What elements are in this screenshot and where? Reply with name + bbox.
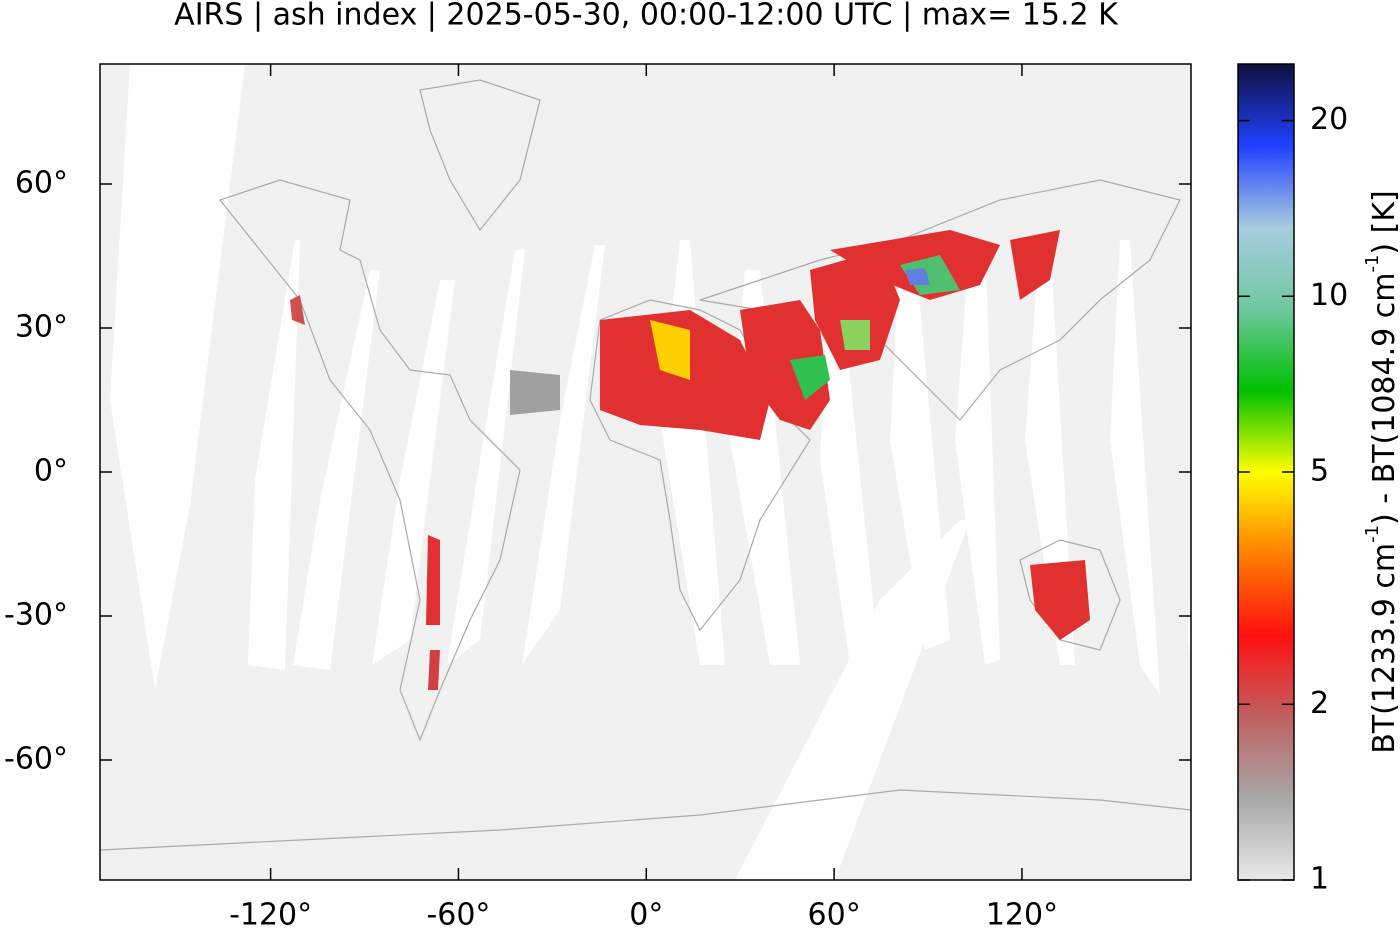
colorbar-tick-label: 1 [1310,862,1329,897]
x-tick-label: 60° [808,898,861,931]
colorbar-tick-label: 20 [1310,102,1348,137]
y-tick-label: -60° [4,742,68,777]
label-text: BT(1233.9 cm [1367,543,1400,754]
colorbar-label: BT(1233.9 cm-1) - BT(1084.9 cm-1) [K] [1362,190,1400,754]
chart-title: AIRS | ash index | 2025-05-30, 00:00-12:… [174,0,1119,33]
colorbar-tick-label: 10 [1310,278,1348,313]
label-text: ) - BT(1084.9 cm [1367,273,1400,525]
label-text: ) [K] [1367,190,1400,254]
y-tick-label: -30° [4,598,68,633]
colorbar-tick-label: 2 [1310,686,1329,721]
x-tick-label: -120° [229,898,312,931]
y-tick-label: 60° [15,166,68,201]
label-superscript: -1 [1362,255,1383,273]
y-tick-label: 30° [15,310,68,345]
x-tick-label: -60° [426,898,490,931]
map-layer [100,64,1191,880]
colorbar-tick-label: 5 [1310,454,1329,489]
x-tick-label: 0° [629,898,663,931]
label-superscript: -1 [1362,525,1383,543]
x-tick-label: 120° [986,898,1058,931]
y-tick-label: 0° [34,454,68,489]
